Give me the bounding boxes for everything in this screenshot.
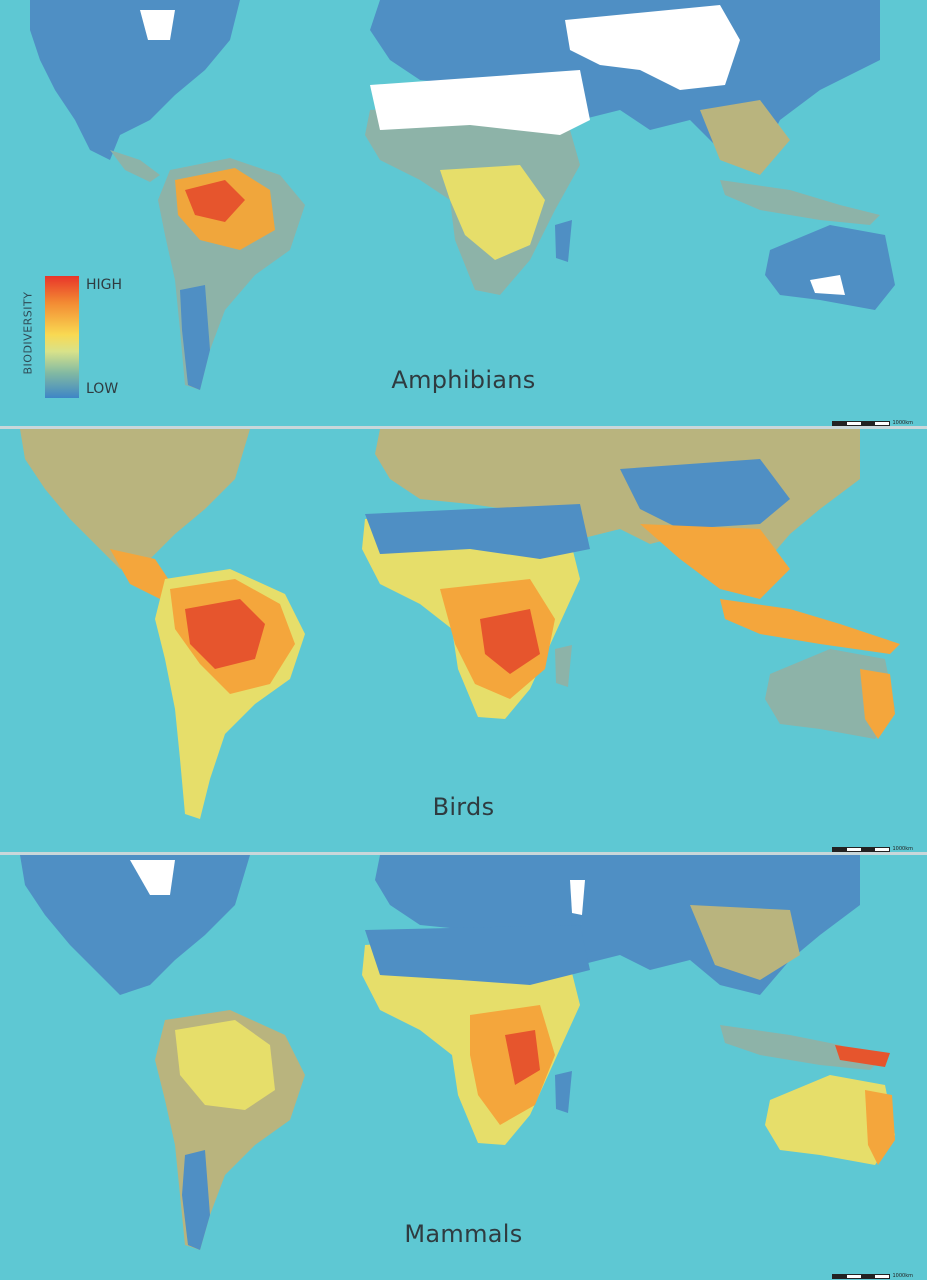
new-guinea-hotspot bbox=[835, 1045, 890, 1067]
great-lakes-no-data bbox=[130, 860, 175, 895]
scale-bar: 1000km bbox=[831, 420, 914, 426]
east-australia-region bbox=[865, 1090, 895, 1165]
scale-bar-graphic bbox=[831, 420, 890, 426]
east-africa-hotspot bbox=[505, 1030, 540, 1085]
amazon-hotspot bbox=[185, 180, 245, 222]
legend-low-label: LOW bbox=[86, 381, 119, 397]
great-lakes-no-data bbox=[140, 10, 175, 40]
australia bbox=[765, 225, 895, 310]
australia bbox=[765, 1075, 895, 1165]
east-australia-region bbox=[860, 669, 895, 739]
scale-bar: 1000km bbox=[831, 846, 914, 852]
north-america bbox=[30, 0, 240, 160]
caspian-no-data bbox=[570, 880, 585, 915]
central-asia-no-data bbox=[565, 5, 740, 90]
southeast-asia bbox=[700, 100, 790, 175]
central-asia-low bbox=[620, 459, 790, 529]
legend-color-ramp bbox=[45, 276, 79, 398]
sahara-no-data bbox=[370, 70, 590, 135]
legend-axis-label: BIODIVERSITY bbox=[21, 291, 35, 375]
sahara-low bbox=[365, 504, 590, 559]
scale-bar-label: 1000km bbox=[892, 846, 914, 852]
central-america bbox=[110, 150, 160, 182]
mammals-map-panel: Mammals 1000km bbox=[0, 855, 927, 1280]
amazon-region bbox=[175, 1020, 275, 1110]
scale-bar-label: 1000km bbox=[892, 420, 914, 426]
scale-bar-label: 1000km bbox=[892, 1273, 914, 1279]
amazon-hotspot bbox=[185, 599, 265, 669]
scale-bar: 1000km bbox=[831, 1273, 914, 1279]
mammals-map bbox=[0, 855, 927, 1280]
east-asia-region bbox=[690, 905, 800, 980]
amphibians-map bbox=[0, 0, 927, 427]
biodiversity-legend: BIODIVERSITY HIGH LOW bbox=[22, 272, 152, 402]
central-africa-region bbox=[440, 165, 545, 260]
madagascar bbox=[555, 220, 572, 262]
legend-high-label: HIGH bbox=[86, 277, 123, 293]
birds-map bbox=[0, 429, 927, 853]
amphibians-map-panel: BIODIVERSITY HIGH LOW Amphibians 1000km bbox=[0, 0, 927, 427]
southern-cone bbox=[182, 1150, 210, 1250]
north-america bbox=[20, 429, 250, 569]
sahara-low bbox=[365, 925, 590, 985]
indonesia bbox=[720, 180, 880, 225]
scale-bar-graphic bbox=[831, 1273, 890, 1279]
indonesia bbox=[720, 599, 900, 654]
panel-title-birds: Birds bbox=[432, 793, 495, 821]
australia-no-data bbox=[810, 275, 845, 295]
panel-divider bbox=[0, 426, 927, 429]
panel-divider bbox=[0, 852, 927, 855]
central-america bbox=[110, 549, 175, 599]
madagascar bbox=[555, 645, 572, 687]
scale-bar-graphic bbox=[831, 846, 890, 852]
southern-cone bbox=[180, 285, 210, 390]
madagascar bbox=[555, 1071, 572, 1113]
north-america bbox=[20, 855, 250, 995]
panel-title-amphibians: Amphibians bbox=[391, 366, 536, 394]
panel-title-mammals: Mammals bbox=[404, 1220, 523, 1248]
south-asia-region bbox=[640, 524, 790, 599]
birds-map-panel: Birds 1000km bbox=[0, 429, 927, 853]
east-africa-hotspot bbox=[480, 609, 540, 674]
